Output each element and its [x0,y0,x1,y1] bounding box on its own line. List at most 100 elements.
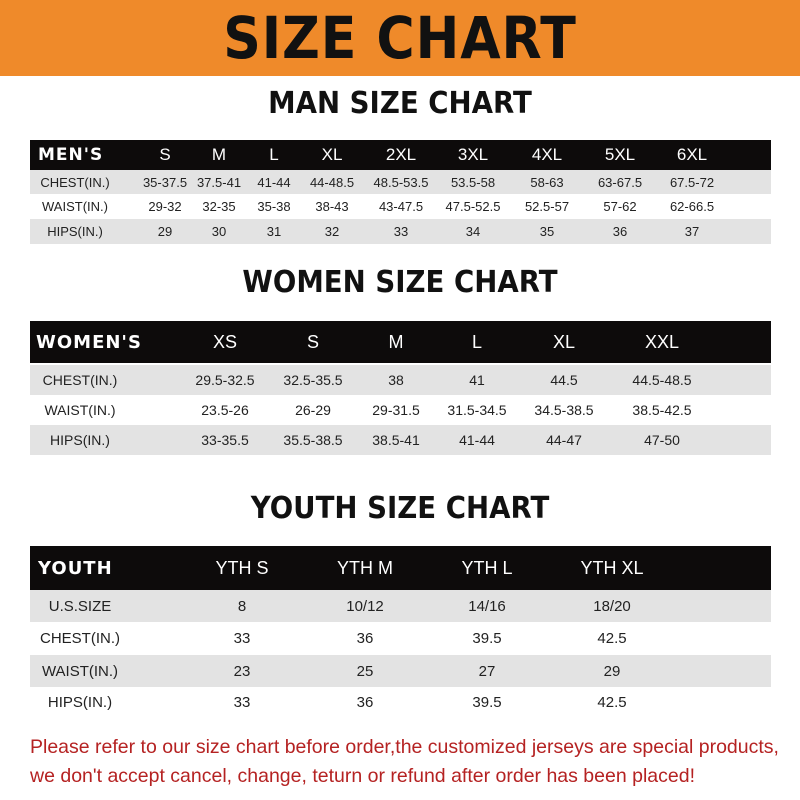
table-cell: 35.5-38.5 [283,432,343,448]
size-header: 3XL [457,145,489,164]
size-header: YTH M [337,557,393,578]
table-cell: 32.5-35.5 [283,372,343,388]
banner: SIZE CHART [0,0,800,76]
table-cell: 41 [469,372,485,388]
youth-title: YOUTH SIZE CHART [250,491,550,526]
table-cell: 29.5-32.5 [195,372,255,388]
table-row: CHEST(IN.) 35-37.5 37.5-41 41-44 44-48.5 48.5… [30,170,771,194]
table-cell: 29 [157,224,173,239]
measurement-label: CHEST(IN.) [42,372,118,388]
table-cell: 38 [388,372,404,388]
size-header: M [211,145,227,164]
table-cell: 36 [356,694,374,711]
table-cell: 34.5-38.5 [534,402,594,418]
table-cell: 29-32 [148,199,182,214]
size-header: YTH L [461,557,513,578]
table-cell: 27 [478,662,496,680]
table-cell: 26-29 [295,402,331,418]
table-cell: 23 [233,662,251,680]
measurement-label: WAIST(IN.) [44,402,116,418]
table-row: HIPS(IN.) 29 30 31 32 33 34 35 36 37 [30,219,771,244]
table-cell: 42.5 [597,694,627,711]
table-cell: 44.5 [550,372,578,388]
table-cell: 47-50 [644,432,680,448]
table-cell: 38.5-42.5 [632,402,692,418]
size-header: YTH S [215,557,269,578]
table-corner-label: WOMEN'S [36,331,142,353]
table-cell: 8 [237,597,247,615]
table-cell: 52.5-57 [524,199,570,214]
table-cell: 62-66.5 [669,199,715,214]
measurement-label: HIPS(IN.) [47,694,113,711]
size-header: 2XL [385,145,417,164]
table-cell: 31 [266,224,282,239]
table-cell: 18/20 [593,597,631,615]
table-cell: 63-67.5 [597,174,643,190]
size-header: 4XL [531,145,563,164]
table-cell: 37 [684,224,700,239]
table-cell: 34 [465,224,481,239]
measurement-label: WAIST(IN.) [42,199,108,214]
table-cell: 47.5-52.5 [445,199,501,214]
size-header: M [388,331,404,352]
table-cell: 29 [603,662,621,680]
measurement-label: WAIST(IN.) [41,662,119,680]
table-cell: 48.5-53.5 [373,174,429,190]
youth-size-table: YOUTH YTH S YTH M YTH L YTH XL U.S.SIZE 8 10/12… [30,546,771,718]
table-corner-label: MEN'S [38,145,104,165]
table-cell: 29-31.5 [372,402,420,418]
table-row: HIPS(IN.) 33-35.5 35.5-38.5 38.5-41 41-44 44-… [30,425,771,455]
footer-line-2: we don't accept cancel, change, teturn o… [30,765,695,787]
table-cell: 35-38 [257,199,291,214]
banner-title: SIZE CHART [223,4,577,72]
table-cell: 39.5 [472,630,502,647]
women-header-row: WOMEN'S XS S M L XL XXL [30,321,771,363]
table-cell: 57-62 [603,199,637,214]
table-row: CHEST(IN.) 29.5-32.5 32.5-35.5 38 41 44.5 44.5… [30,365,771,395]
table-row: WAIST(IN.) 29-32 32-35 35-38 38-43 43-47.5 47.… [30,194,771,219]
table-cell: 33-35.5 [201,432,249,448]
table-cell: 31.5-34.5 [447,402,507,418]
table-cell: 38.5-41 [372,432,420,448]
table-cell: 44-48.5 [309,174,355,190]
table-cell: 25 [356,662,374,680]
table-cell: 37.5-41 [196,174,242,190]
table-cell: 36 [356,630,374,647]
table-cell: 67.5-72 [669,174,715,190]
size-header: XL [321,145,343,164]
table-cell: 44-47 [546,432,582,448]
size-header: S [306,331,320,352]
table-cell: 30 [211,224,227,239]
size-header: 5XL [604,145,636,164]
table-corner-label: YOUTH [38,557,113,579]
table-cell: 10/12 [346,597,384,615]
table-cell: 58-63 [530,174,564,190]
table-cell: 36 [612,224,628,239]
size-header: 6XL [676,145,708,164]
table-cell: 35-37.5 [142,174,188,190]
table-cell: 33 [393,224,409,239]
footer-notice: Please refer to our size chart before or… [30,733,790,791]
table-cell: 53.5-58 [450,174,496,190]
size-header: YTH XL [580,557,644,578]
table-cell: 38-43 [315,199,349,214]
size-header: XS [212,331,238,352]
measurement-label: CHEST(IN.) [40,630,120,647]
women-title: WOMEN SIZE CHART [242,265,558,300]
table-row: WAIST(IN.) 23.5-26 26-29 29-31.5 31.5-34.5 34… [30,395,771,425]
size-header: L [269,145,279,164]
table-cell: 42.5 [597,630,627,647]
youth-header-row: YOUTH YTH S YTH M YTH L YTH XL [30,546,771,590]
table-row: HIPS(IN.) 33 36 39.5 42.5 [30,687,771,718]
table-cell: 44.5-48.5 [632,372,692,388]
table-cell: 39.5 [472,694,502,711]
size-header: S [159,145,171,164]
men-title: MAN SIZE CHART [268,86,532,121]
measurement-label: U.S.SIZE [48,597,112,615]
size-header: L [471,331,483,352]
footer-line-1: Please refer to our size chart before or… [30,736,779,758]
table-cell: 14/16 [468,597,506,615]
men-size-table: MEN'S S M L XL 2XL 3XL 4XL 5XL 6XL CHEST(IN.) 35-37… [30,140,771,244]
measurement-label: HIPS(IN.) [47,224,103,239]
table-cell: 41-44 [257,174,291,190]
